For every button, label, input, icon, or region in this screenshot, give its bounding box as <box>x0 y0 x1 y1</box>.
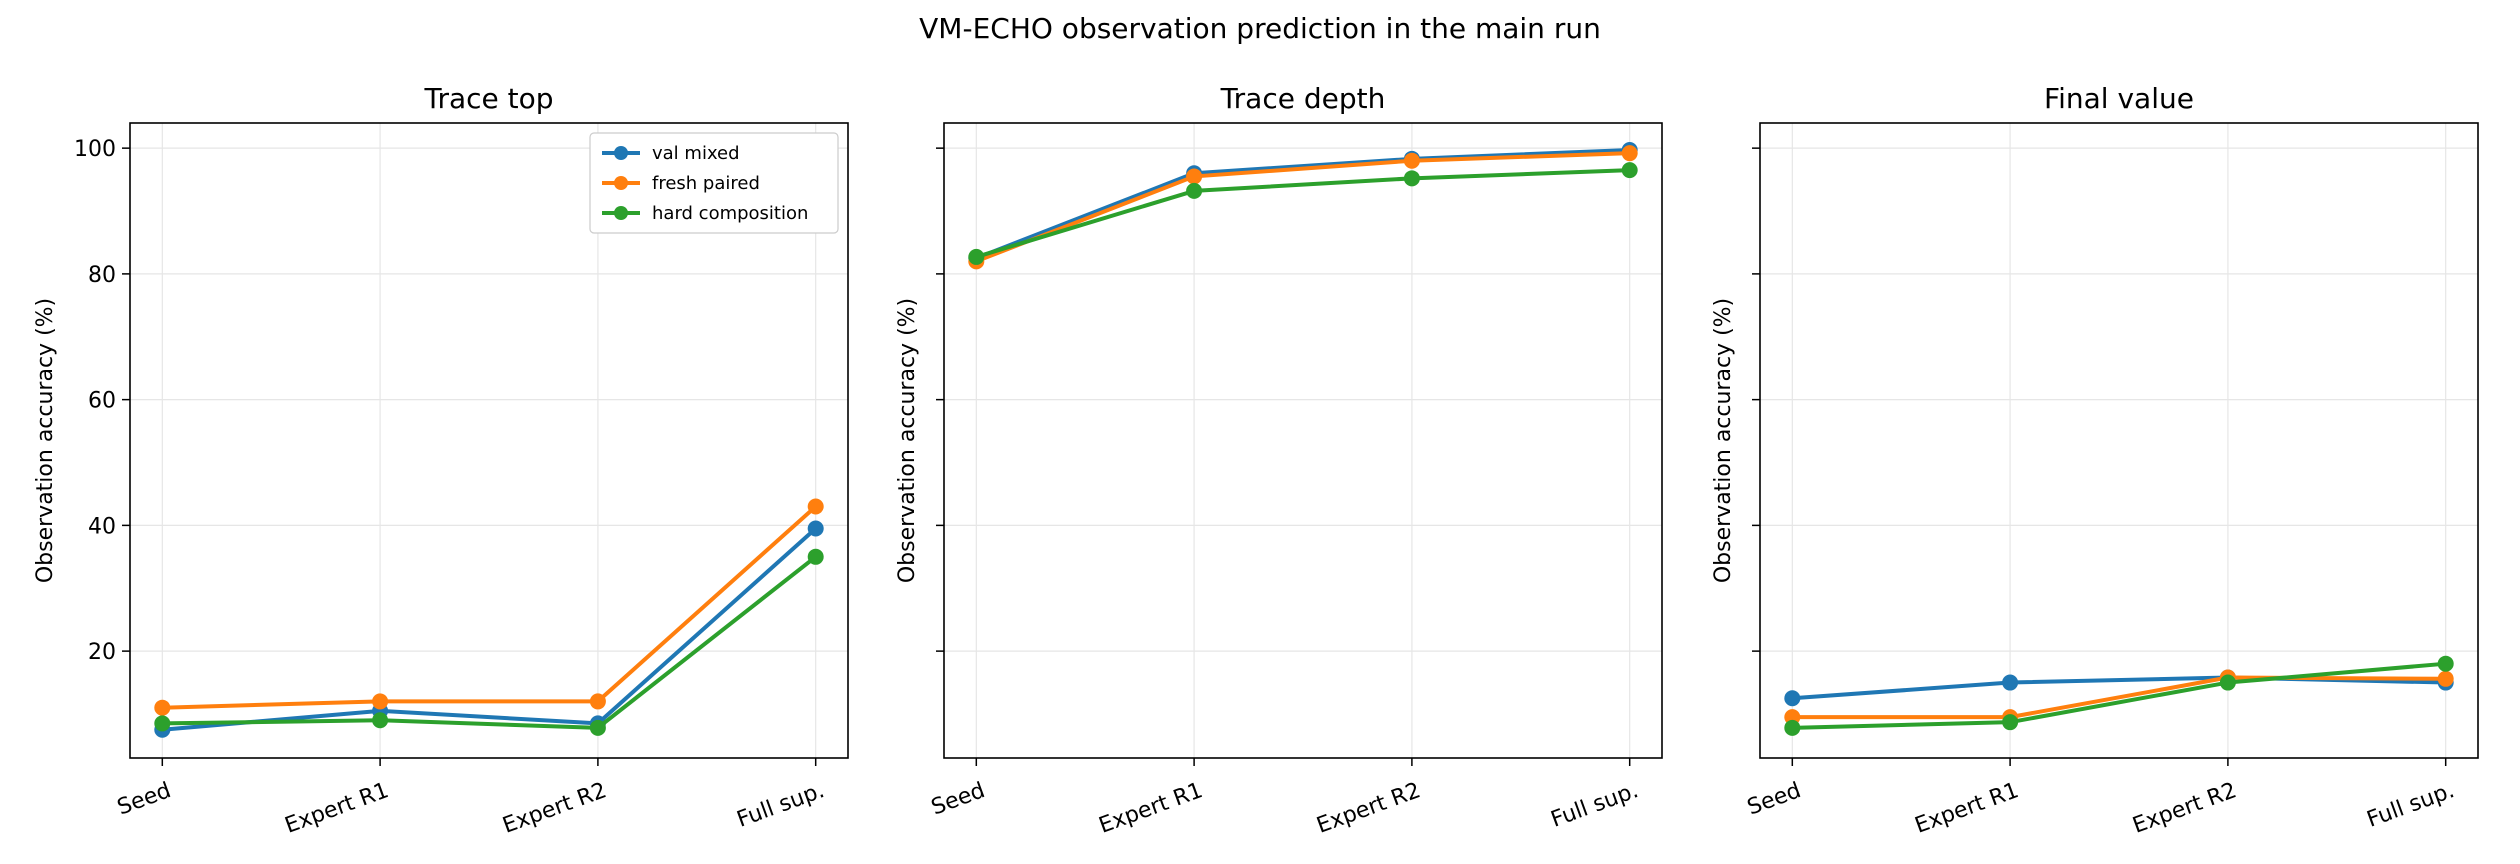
data-point <box>807 498 824 515</box>
data-point <box>2219 674 2236 691</box>
chart-title: Trace top <box>423 82 553 115</box>
data-point <box>807 548 824 565</box>
data-point <box>154 699 171 716</box>
figure-suptitle: VM-ECHO observation prediction in the ma… <box>919 12 1601 45</box>
data-point <box>968 248 985 265</box>
series-line-fresh-paired <box>975 151 1630 264</box>
data-point <box>372 712 389 729</box>
data-point <box>2437 670 2454 687</box>
x-tick-label: Expert R1 <box>1912 778 2022 839</box>
series-line-val-mixed <box>975 148 1630 261</box>
y-tick-label: 100 <box>74 137 116 162</box>
y-tick-label: 60 <box>88 389 116 414</box>
data-point <box>807 520 824 537</box>
x-tick-label: Seed <box>928 778 988 820</box>
x-tick-label: Seed <box>1744 778 1804 820</box>
chart-panels: 20 40 60 80 100 Seed Expert R1 Expert R2 Full su… <box>33 82 2479 839</box>
legend: val mixed fresh paired hard composition <box>589 132 839 234</box>
legend-marker <box>614 176 628 190</box>
y-axis-label: Observation accuracy (%) <box>1711 298 1736 583</box>
data-point <box>589 719 606 736</box>
x-tick-label: Expert R1 <box>1096 778 1206 839</box>
chart-panel-3: Seed Expert R1 Expert R2 Full sup. Final val… <box>1711 82 2479 839</box>
data-point <box>372 693 389 710</box>
data-point <box>1403 152 1420 169</box>
y-tick-label: 40 <box>88 514 116 539</box>
data-point <box>2437 655 2454 672</box>
data-point <box>1403 170 1420 187</box>
x-tick-label: Expert R2 <box>1314 778 1424 839</box>
data-point <box>589 693 606 710</box>
series-line-fresh-paired <box>1792 675 2446 720</box>
legend-marker <box>614 146 628 160</box>
axes-frame <box>1759 122 2479 759</box>
series-line-hard-composition <box>1792 661 2446 730</box>
x-tick-label: Expert R1 <box>282 778 392 839</box>
x-tick-label: Expert R2 <box>2130 778 2240 839</box>
y-axis-label: Observation accuracy (%) <box>33 298 58 583</box>
data-point <box>1621 145 1638 162</box>
x-tick-label: Full sup. <box>2364 778 2458 833</box>
legend-box <box>589 132 839 234</box>
data-point <box>154 715 171 732</box>
x-tick-label: Expert R2 <box>500 778 610 839</box>
chart-panel-2: Seed Expert R1 Expert R2 Full sup. Trace dep… <box>895 82 1663 839</box>
chart-panel-1: 20 40 60 80 100 Seed Expert R1 Expert R2 Full su… <box>33 82 849 839</box>
series-line-hard-composition <box>975 168 1630 259</box>
data-point <box>1186 182 1203 199</box>
series-line-hard-composition <box>162 555 817 730</box>
series-line-val-mixed <box>1792 675 2446 701</box>
data-point <box>2002 714 2019 731</box>
x-tick-label: Seed <box>114 778 174 820</box>
legend-marker <box>614 206 628 220</box>
y-tick-label: 20 <box>88 640 116 665</box>
series-line-fresh-paired <box>162 505 818 710</box>
legend-entry: fresh paired <box>652 173 760 194</box>
data-point <box>1621 162 1638 179</box>
x-tick-label: Full sup. <box>1548 778 1642 833</box>
axes-frame <box>129 122 849 759</box>
chart-title: Trace depth <box>1220 82 1386 115</box>
y-tick-label: 80 <box>88 263 116 288</box>
legend-entry: val mixed <box>652 143 740 164</box>
y-axis-label: Observation accuracy (%) <box>895 298 920 583</box>
legend-entry: hard composition <box>652 203 808 224</box>
chart-title: Final value <box>2044 82 2194 115</box>
x-tick-label: Full sup. <box>734 778 828 833</box>
data-point <box>1784 719 1801 736</box>
data-point <box>2002 674 2019 691</box>
data-point <box>1186 168 1203 185</box>
axes-frame <box>943 122 1663 759</box>
data-point <box>1784 690 1801 707</box>
